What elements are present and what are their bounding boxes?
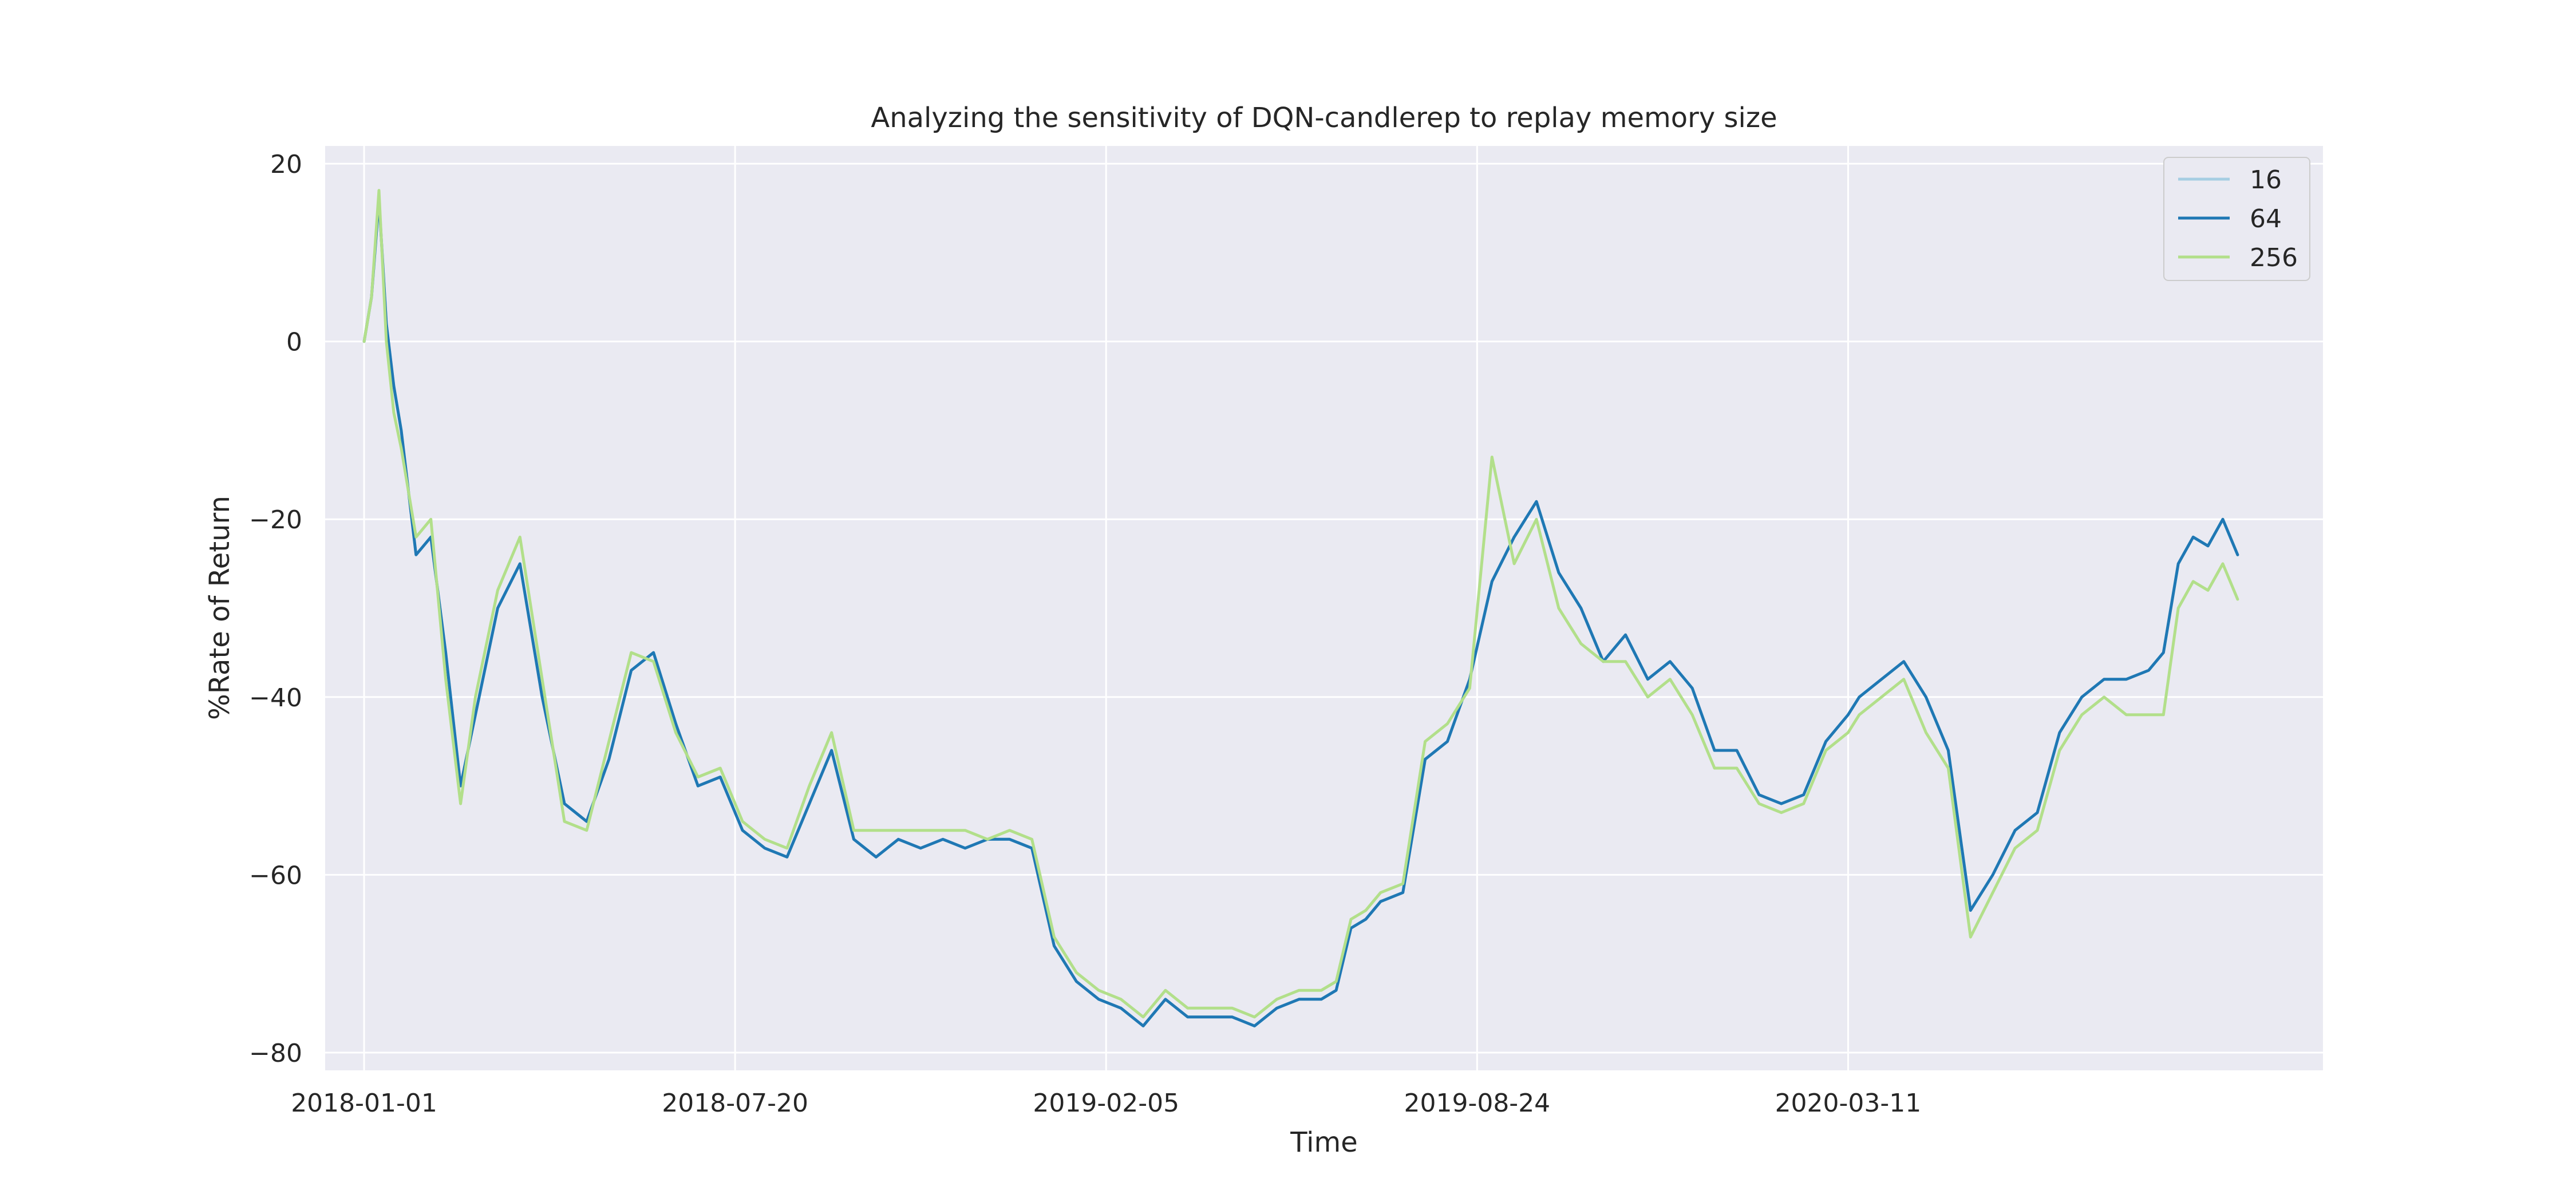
x-tick-label: 2019-02-05 bbox=[1033, 1089, 1179, 1118]
x-tick-label: 2018-01-01 bbox=[291, 1089, 437, 1118]
legend-items: 16 64 256 bbox=[2178, 165, 2298, 272]
legend-label-16: 16 bbox=[2250, 165, 2282, 195]
legend: 16 64 256 bbox=[2163, 157, 2310, 281]
y-tick-label: −20 bbox=[249, 505, 302, 535]
series-line-256 bbox=[362, 189, 2239, 1019]
x-tick-label: 2020-03-11 bbox=[1775, 1089, 1922, 1118]
chart-title: Analyzing the sensitivity of DQN-candler… bbox=[871, 102, 1777, 134]
legend-label-256: 256 bbox=[2250, 243, 2298, 272]
x-axis-label: Time bbox=[1290, 1126, 1357, 1158]
y-tick-label: −40 bbox=[249, 683, 302, 713]
y-tick-labels: 20 0 −20 −40 −60 −80 bbox=[249, 150, 302, 1068]
y-axis-label: %Rate of Return bbox=[204, 496, 236, 720]
legend-box bbox=[2163, 157, 2310, 281]
legend-label-64: 64 bbox=[2250, 204, 2282, 234]
y-tick-label: −60 bbox=[249, 861, 302, 890]
y-tick-label: 20 bbox=[270, 150, 302, 179]
y-tick-label: 0 bbox=[286, 328, 302, 357]
grid-layer bbox=[325, 146, 2323, 1070]
x-tick-label: 2018-07-20 bbox=[662, 1089, 808, 1118]
y-tick-label: −80 bbox=[249, 1039, 302, 1068]
x-tick-label: 2019-08-24 bbox=[1404, 1089, 1550, 1118]
plot-background bbox=[325, 146, 2323, 1070]
series-layer bbox=[362, 189, 2239, 1027]
x-tick-labels: 2018-01-01 2018-07-20 2019-02-05 2019-08-24… bbox=[291, 1089, 1921, 1118]
